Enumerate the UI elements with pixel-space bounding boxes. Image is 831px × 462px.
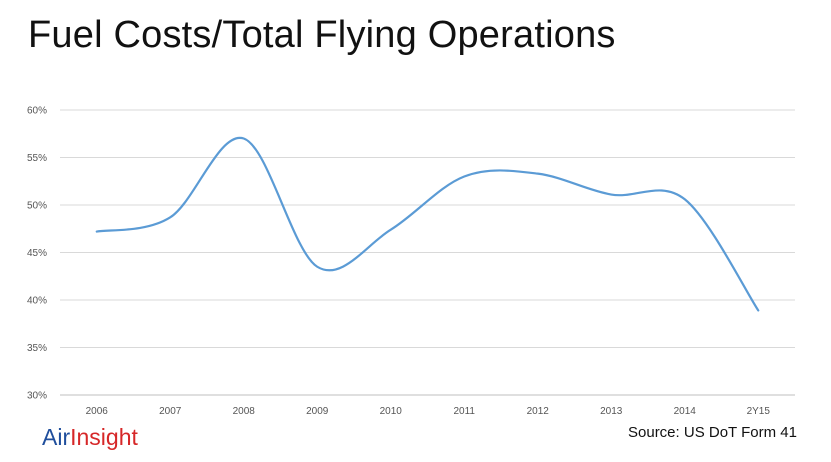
x-tick-label: 2014 (674, 406, 697, 417)
y-tick-label: 40% (27, 296, 47, 307)
x-tick-label: 2008 (233, 406, 256, 417)
x-tick-label: 2007 (159, 406, 182, 417)
y-tick-label: 60% (27, 106, 47, 117)
series-line (95, 136, 760, 312)
x-tick-label: 2013 (600, 406, 623, 417)
x-tick-label: 2011 (453, 406, 475, 417)
x-tick-label: 2Y15 (747, 406, 771, 417)
y-tick-label: 35% (27, 343, 47, 354)
y-tick-label: 50% (27, 201, 47, 212)
y-tick-label: 45% (27, 248, 47, 259)
source-note: Source: US DoT Form 41 (628, 424, 797, 441)
logo-text-air: Air (42, 424, 71, 450)
x-tick-label: 2010 (380, 406, 403, 417)
y-tick-label: 55% (27, 153, 47, 164)
y-tick-label: 30% (27, 391, 47, 402)
x-tick-label: 2012 (527, 406, 550, 417)
chart-title: Fuel Costs/Total Flying Operations (28, 14, 616, 56)
x-tick-label: 2006 (86, 406, 109, 417)
logo-text-insight: Insight (70, 424, 138, 450)
x-tick-label: 2009 (306, 406, 329, 417)
airinsight-logo: AirInsight (42, 424, 138, 451)
